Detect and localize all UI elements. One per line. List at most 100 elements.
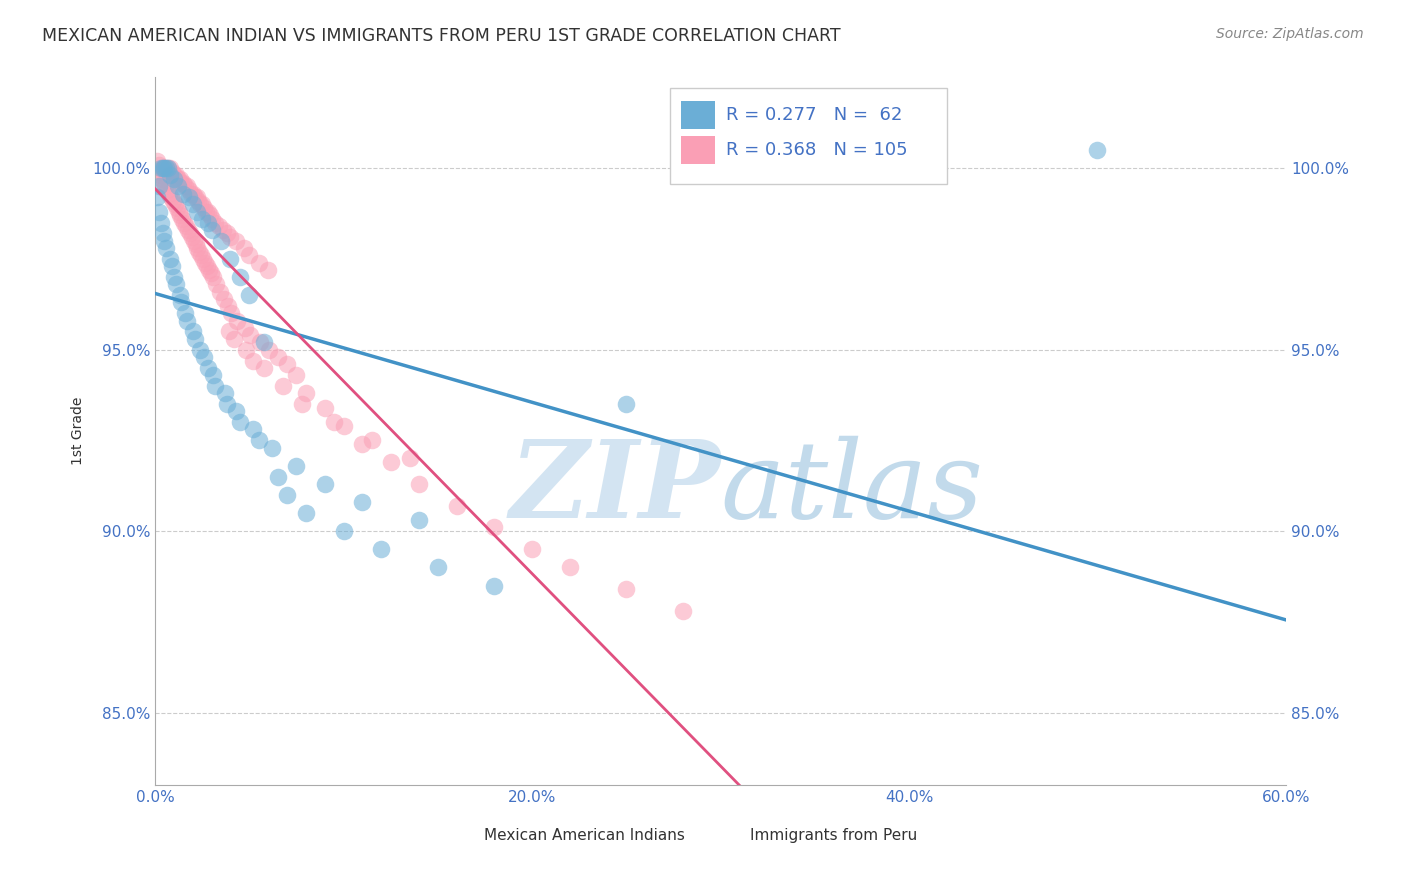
Point [163, 197, 186, 211]
Point [186, 241, 208, 255]
Point [352, 495, 374, 509]
Point [152, 176, 174, 190]
Point [233, 321, 256, 335]
Point [180, 186, 202, 201]
Point [212, 223, 235, 237]
Point [191, 211, 214, 226]
Point [221, 306, 243, 320]
Point [197, 216, 219, 230]
FancyBboxPatch shape [669, 88, 946, 184]
Point [197, 262, 219, 277]
Point [332, 524, 354, 538]
Point [614, 397, 637, 411]
Point [169, 288, 191, 302]
Point [149, 169, 172, 183]
Point [229, 270, 252, 285]
Point [238, 248, 260, 262]
Point [181, 197, 204, 211]
Point [188, 197, 211, 211]
Point [202, 368, 225, 382]
Point [201, 270, 224, 285]
Point [191, 197, 214, 211]
Text: Mexican American Indians: Mexican American Indians [484, 828, 685, 843]
Text: Source: ZipAtlas.com: Source: ZipAtlas.com [1216, 27, 1364, 41]
Point [212, 292, 235, 306]
FancyBboxPatch shape [501, 817, 529, 838]
Y-axis label: 1st Grade: 1st Grade [72, 397, 86, 466]
Point [174, 306, 197, 320]
Point [195, 259, 218, 273]
Point [190, 248, 212, 262]
Point [177, 190, 200, 204]
Point [217, 299, 239, 313]
Point [323, 415, 346, 429]
Point [247, 434, 270, 448]
Point [291, 397, 314, 411]
Point [193, 350, 215, 364]
Point [352, 437, 374, 451]
Point [181, 186, 204, 201]
Point [150, 172, 173, 186]
Point [179, 227, 201, 241]
Point [558, 560, 581, 574]
Point [146, 190, 169, 204]
Point [257, 343, 280, 357]
Point [208, 219, 231, 234]
Point [166, 172, 188, 186]
Point [215, 397, 238, 411]
Point [173, 216, 195, 230]
Point [176, 179, 198, 194]
Point [186, 204, 208, 219]
Point [160, 190, 183, 204]
Point [215, 227, 238, 241]
Point [239, 328, 262, 343]
Point [152, 227, 174, 241]
Point [174, 219, 197, 234]
Point [157, 161, 180, 176]
Point [242, 353, 264, 368]
Point [242, 422, 264, 436]
Point [152, 161, 174, 176]
Point [163, 169, 186, 183]
Point [285, 368, 308, 382]
Point [314, 401, 336, 415]
Point [1087, 143, 1109, 157]
Point [163, 172, 186, 186]
Point [614, 582, 637, 596]
Point [226, 313, 249, 327]
Point [165, 169, 187, 183]
Point [408, 476, 430, 491]
Point [193, 201, 215, 215]
Text: R = 0.368   N = 105: R = 0.368 N = 105 [725, 141, 908, 160]
Point [184, 237, 207, 252]
Point [200, 223, 222, 237]
Point [188, 343, 211, 357]
Point [177, 183, 200, 197]
Point [149, 216, 172, 230]
FancyBboxPatch shape [681, 136, 714, 164]
Point [188, 244, 211, 259]
Point [247, 255, 270, 269]
Point [172, 186, 194, 201]
Point [153, 161, 176, 176]
Point [176, 313, 198, 327]
Point [446, 499, 468, 513]
Point [166, 201, 188, 215]
Point [253, 335, 276, 350]
Point [197, 204, 219, 219]
Point [180, 230, 202, 244]
Point [187, 194, 209, 208]
Point [160, 259, 183, 273]
Point [672, 604, 695, 618]
Text: atlas: atlas [720, 435, 984, 541]
Point [177, 223, 200, 237]
Point [159, 252, 181, 266]
Point [149, 161, 172, 176]
Point [332, 418, 354, 433]
Point [194, 204, 217, 219]
FancyBboxPatch shape [749, 817, 778, 838]
Point [166, 179, 188, 194]
Point [200, 211, 222, 226]
Point [276, 357, 298, 371]
Point [191, 252, 214, 266]
